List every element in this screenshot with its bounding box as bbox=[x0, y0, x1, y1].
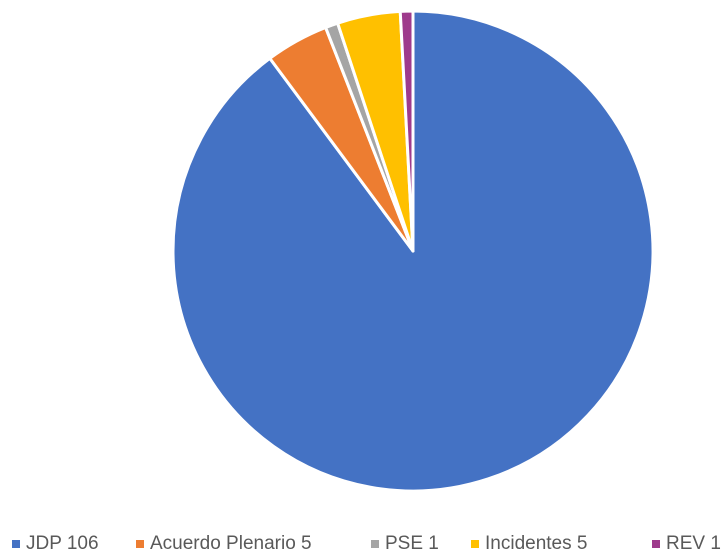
legend-item-incidentes: Incidentes 5 bbox=[471, 530, 587, 557]
chart-legend: JDP 106 Acuerdo Plenario 5 PSE 1 Inciden… bbox=[0, 530, 725, 557]
legend-swatch-jdp bbox=[12, 539, 20, 548]
legend-label-jdp: JDP 106 bbox=[26, 532, 99, 554]
legend-item-acuerdo-plenario: Acuerdo Plenario 5 bbox=[136, 530, 312, 557]
legend-label-incidentes: Incidentes 5 bbox=[485, 532, 588, 554]
legend-swatch-incidentes bbox=[471, 539, 479, 548]
pie-slice-rev bbox=[398, 9, 415, 253]
legend-swatch-rev bbox=[652, 539, 660, 548]
legend-label-acuerdo-plenario: Acuerdo Plenario 5 bbox=[150, 532, 312, 554]
legend-swatch-acuerdo-plenario bbox=[136, 539, 144, 548]
legend-label-rev: REV 1 bbox=[666, 532, 721, 554]
legend-label-pse: PSE 1 bbox=[385, 532, 439, 554]
legend-item-rev: REV 1 bbox=[652, 530, 721, 557]
legend-swatch-pse bbox=[371, 539, 379, 548]
legend-item-jdp: JDP 106 bbox=[12, 530, 99, 557]
legend-item-pse: PSE 1 bbox=[371, 530, 439, 557]
pie-slices bbox=[171, 9, 655, 493]
